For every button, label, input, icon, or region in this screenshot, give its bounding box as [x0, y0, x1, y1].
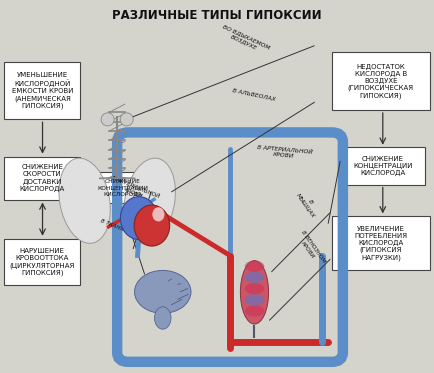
Text: НЕДОСТАТОК
КИСЛОРОДА В
ВОЗДУХЕ
(ГИПОКСИЧЕСКАЯ
ГИПОКСИЯ): НЕДОСТАТОК КИСЛОРОДА В ВОЗДУХЕ (ГИПОКСИЧ…	[348, 63, 414, 99]
Text: В АЛЬВЕОЛАХ: В АЛЬВЕОЛАХ	[232, 88, 276, 102]
Ellipse shape	[245, 305, 264, 317]
Ellipse shape	[120, 113, 133, 126]
Text: В АРТЕРИАЛЬНОЙ
КРОВИ: В АРТЕРИАЛЬНОЙ КРОВИ	[109, 176, 160, 205]
Text: УВЕЛИЧЕНИЕ
ПОТРЕБЛЕНИЯ
КИСЛОРОДА
(ГИПОКСИЯ
НАГРУЗКИ): УВЕЛИЧЕНИЕ ПОТРЕБЛЕНИЯ КИСЛОРОДА (ГИПОКС…	[354, 226, 408, 261]
Text: СНИЖЕНИЕ
СКОРОСТИ
ДОСТАВКИ
КИСЛОРОДА: СНИЖЕНИЕ СКОРОСТИ ДОСТАВКИ КИСЛОРОДА	[20, 164, 65, 192]
Text: РАЗЛИЧНЫЕ ТИПЫ ГИПОКСИИ: РАЗЛИЧНЫЕ ТИПЫ ГИПОКСИИ	[112, 9, 322, 22]
FancyBboxPatch shape	[332, 52, 430, 110]
FancyBboxPatch shape	[341, 147, 425, 185]
Text: В ВЕНОЗНОМ
КРОВИ: В ВЕНОЗНОМ КРОВИ	[295, 229, 326, 267]
Text: УМЕНЬШЕНИЕ
КИСЛОРОДНОЙ
ЕМКОСТИ КРОВИ
(АНЕМИЧЕСКАЯ
ГИПОКСИЯ): УМЕНЬШЕНИЕ КИСЛОРОДНОЙ ЕМКОСТИ КРОВИ (АН…	[12, 72, 73, 109]
Text: СНИЖЕНИЕ
КОНЦЕНТРАЦИИ
КИСЛОРОДА: СНИЖЕНИЕ КОНЦЕНТРАЦИИ КИСЛОРОДА	[97, 179, 148, 196]
Text: В
МЫШЦАХ: В МЫШЦАХ	[296, 188, 321, 218]
Ellipse shape	[152, 207, 164, 222]
Ellipse shape	[59, 158, 110, 243]
Text: В АРТЕРИАЛЬНОЙ
КРОВИ: В АРТЕРИАЛЬНОЙ КРОВИ	[256, 145, 312, 161]
FancyBboxPatch shape	[332, 216, 430, 270]
Ellipse shape	[134, 205, 170, 246]
FancyBboxPatch shape	[4, 157, 80, 200]
Text: СНИЖЕНИЕ
КОНЦЕНТРАЦИИ
КИСЛОРОДА: СНИЖЕНИЕ КОНЦЕНТРАЦИИ КИСЛОРОДА	[353, 156, 413, 176]
FancyBboxPatch shape	[93, 172, 152, 203]
Ellipse shape	[245, 294, 264, 305]
Ellipse shape	[245, 261, 264, 272]
Ellipse shape	[245, 283, 264, 294]
Ellipse shape	[124, 158, 175, 243]
Text: НАРУШЕНИЕ
КРОВООТТОКА
(ЦИРКУЛЯТОРНАЯ
ГИПОКСИЯ): НАРУШЕНИЕ КРОВООТТОКА (ЦИРКУЛЯТОРНАЯ ГИП…	[10, 248, 75, 276]
Text: В ТКАНЯХ: В ТКАНЯХ	[100, 218, 128, 233]
Ellipse shape	[155, 307, 171, 329]
Ellipse shape	[121, 197, 157, 239]
FancyBboxPatch shape	[4, 62, 80, 119]
Ellipse shape	[240, 261, 269, 324]
Ellipse shape	[135, 270, 191, 313]
FancyBboxPatch shape	[4, 239, 80, 285]
Text: ВО ВДЫХАЕМОМ
ВОЗДУХЕ: ВО ВДЫХАЕМОМ ВОЗДУХЕ	[220, 23, 271, 55]
Ellipse shape	[245, 272, 264, 283]
Ellipse shape	[101, 113, 114, 126]
